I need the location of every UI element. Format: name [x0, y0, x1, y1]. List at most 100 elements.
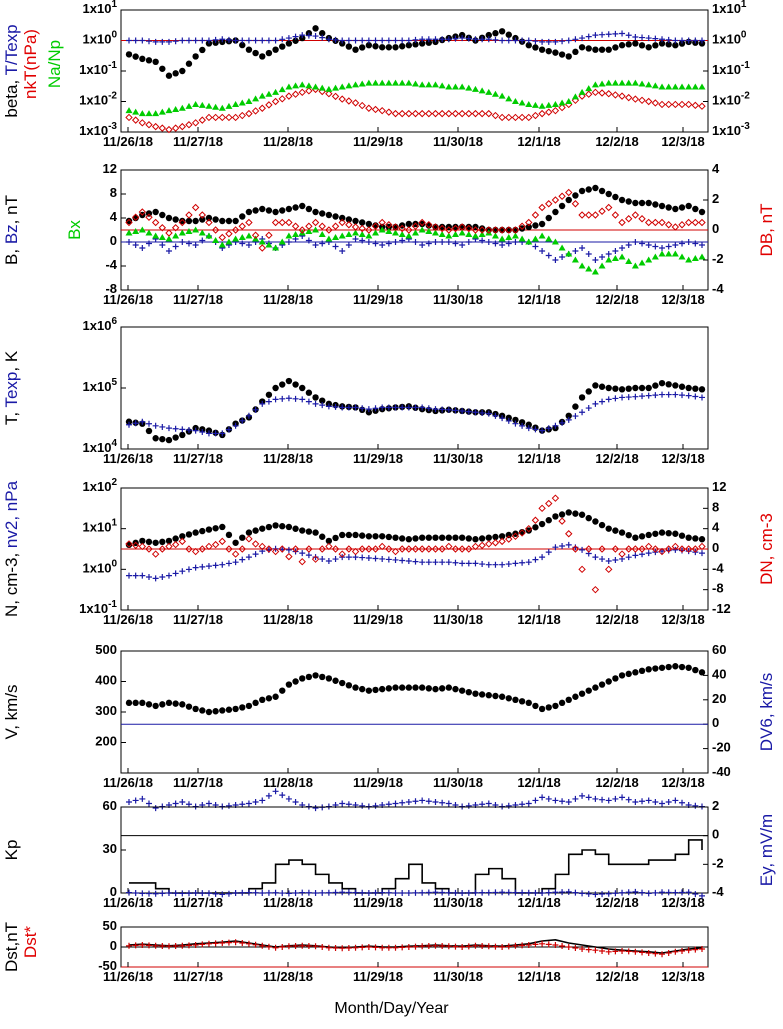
- data-point: [305, 32, 312, 39]
- data-point: [438, 685, 446, 692]
- data-point: [205, 708, 213, 716]
- data-point: [498, 28, 506, 35]
- data-point: [205, 37, 212, 44]
- data-point: [405, 536, 413, 543]
- data-point: [438, 109, 446, 118]
- data-point: [245, 412, 252, 419]
- data-point: [598, 545, 606, 553]
- data-point: [505, 31, 512, 38]
- data-point: [539, 248, 546, 254]
- data-point: [265, 90, 273, 97]
- data-point: [332, 84, 340, 91]
- data-point: [485, 692, 492, 699]
- y2-tick-label: -12: [712, 601, 731, 616]
- data-point: [452, 559, 459, 566]
- data-point: [579, 890, 586, 897]
- data-point: [165, 235, 173, 242]
- data-point: [419, 943, 426, 950]
- data-point: [412, 404, 419, 411]
- x-tick-label: 11/26/18: [103, 775, 153, 790]
- data-point: [645, 797, 652, 804]
- data-point: [505, 943, 512, 950]
- data-point: [205, 113, 213, 122]
- data-point: [545, 704, 552, 711]
- data-point: [372, 43, 379, 50]
- data-point: [539, 940, 546, 947]
- data-point: [272, 37, 279, 44]
- data-point: [332, 403, 339, 410]
- data-point: [678, 545, 686, 553]
- data-point: [385, 79, 393, 86]
- data-point: [278, 238, 286, 245]
- data-point: [578, 394, 586, 401]
- data-point: [671, 223, 680, 231]
- data-point: [258, 238, 266, 245]
- data-point: [305, 389, 313, 396]
- data-point: [652, 35, 659, 42]
- data-point: [485, 800, 492, 807]
- data-point: [312, 208, 319, 216]
- data-point: [618, 253, 626, 260]
- data-point: [699, 242, 705, 248]
- data-point: [165, 425, 172, 432]
- data-point: [498, 537, 506, 546]
- data-point: [498, 226, 506, 234]
- data-point: [691, 101, 700, 110]
- data-point: [252, 95, 260, 102]
- data-point: [452, 407, 459, 414]
- data-point: [618, 92, 626, 100]
- data-point: [251, 540, 260, 548]
- data-point: [292, 33, 299, 40]
- data-point: [199, 46, 206, 54]
- data-point: [152, 539, 159, 546]
- data-point: [379, 555, 386, 562]
- data-point: [692, 205, 699, 213]
- data-point: [185, 531, 193, 538]
- data-point: [498, 533, 506, 540]
- data-point: [199, 563, 206, 570]
- x-tick-label: 11/30/18: [433, 612, 483, 627]
- data-point: [291, 545, 300, 553]
- data-point: [385, 533, 393, 541]
- data-point: [205, 526, 213, 533]
- data-point: [511, 113, 520, 122]
- data-point: [592, 400, 599, 407]
- data-point: [645, 44, 652, 51]
- data-point: [205, 102, 213, 109]
- data-point: [598, 521, 606, 529]
- data-point: [478, 541, 486, 550]
- data-point: [511, 232, 519, 239]
- data-point: [265, 792, 272, 799]
- data-point: [185, 217, 193, 225]
- y-tick-label: 0: [110, 233, 117, 248]
- data-point: [345, 554, 352, 561]
- data-point: [525, 425, 532, 432]
- data-point: [192, 942, 199, 948]
- data-point: [658, 664, 666, 671]
- data-point: [338, 232, 346, 239]
- data-point: [285, 377, 293, 385]
- x-tick-label: 11/26/18: [103, 895, 153, 910]
- data-point: [325, 403, 332, 410]
- y2-axis-label: DB, nT: [757, 204, 776, 257]
- data-point: [659, 951, 666, 958]
- data-point: [325, 36, 332, 43]
- data-point: [359, 237, 366, 244]
- data-point: [405, 890, 412, 896]
- data-point: [618, 550, 626, 558]
- data-point: [418, 545, 426, 553]
- data-point: [145, 240, 152, 247]
- data-point: [685, 239, 692, 245]
- data-point: [591, 268, 599, 275]
- data-point: [551, 196, 560, 204]
- data-point: [658, 529, 666, 536]
- data-point: [552, 513, 559, 520]
- data-point: [392, 239, 399, 245]
- data-point: [231, 113, 240, 122]
- series-line: [129, 839, 703, 894]
- y-tick-label: 1x10-2: [79, 90, 117, 108]
- data-point: [645, 392, 652, 399]
- data-point: [345, 231, 353, 237]
- data-point: [572, 795, 579, 802]
- x-tick-label: 11/26/18: [103, 292, 153, 307]
